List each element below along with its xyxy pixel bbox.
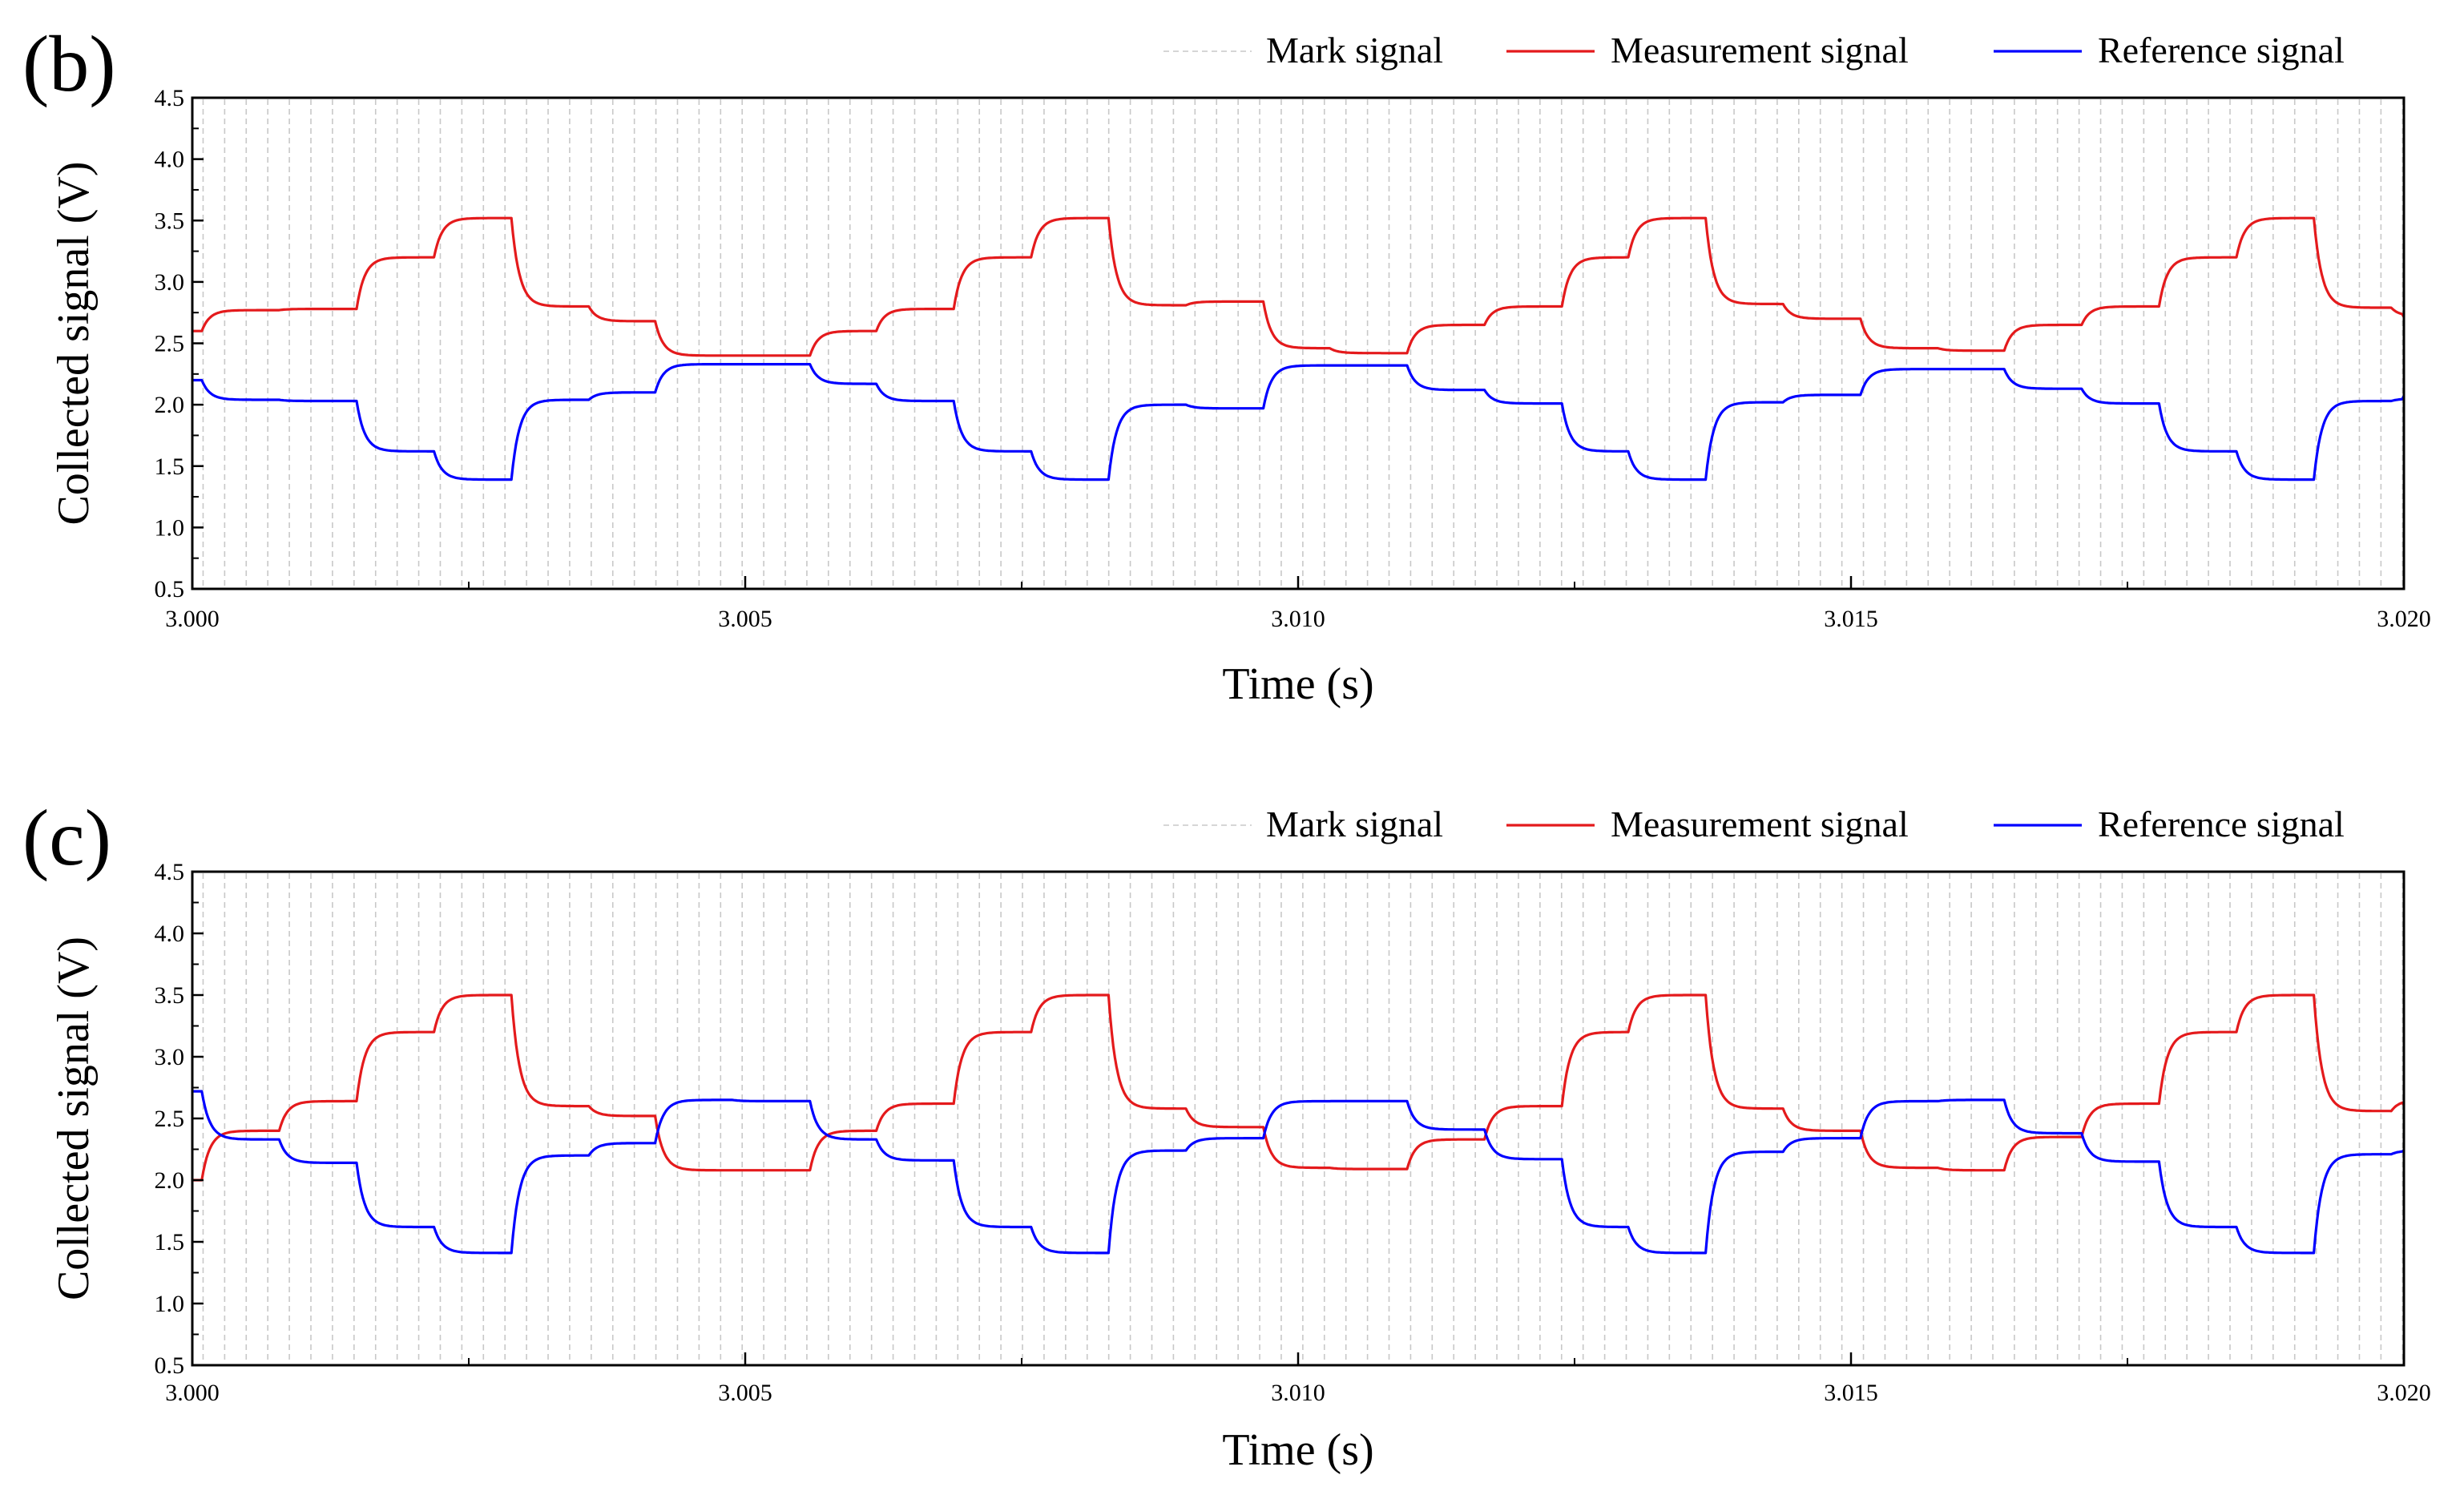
y-tick-label: 4.5: [155, 85, 185, 111]
y-tick-label: 3.5: [155, 982, 185, 1009]
panel-label: (c): [22, 793, 111, 882]
chart-panel-c: (c) 0.5 1.0 1.5 2.0 2.5 3.0 3.5 4.0 4.5 3.000 3.00…: [0, 774, 2464, 1495]
y-tick-label: 2.5: [155, 331, 185, 357]
plot-frame: [191, 870, 2406, 1367]
y-tick-label: 3.0: [155, 1044, 185, 1070]
legend: Mark signal Measurement signal Reference s…: [1163, 30, 2345, 71]
x-tick-label: 3.000: [165, 606, 220, 632]
x-tick-label: 3.015: [1824, 1380, 1878, 1406]
reference-signal-line: [192, 363, 2406, 482]
y-tick-label: 3.0: [155, 269, 185, 296]
x-axis-title: Time (s): [1222, 1425, 1373, 1475]
chart-b-svg: 0.5 1.0 1.5 2.0 2.5 3.0 3.5 4.0 4.5 3.000 3.005 3.0…: [49, 30, 2431, 709]
x-tick-label: 3.020: [2377, 1380, 2431, 1406]
y-tick-label: 0.5: [155, 576, 185, 602]
legend-label-mark-signal: Mark signal: [1266, 30, 1443, 71]
y-tick-label: 4.0: [155, 147, 185, 173]
y-tick-label: 4.0: [155, 921, 185, 947]
x-tick-label: 3.000: [165, 1380, 220, 1406]
legend-label-measurement-signal: Measurement signal: [1611, 804, 1909, 844]
legend-label-reference-signal: Reference signal: [2098, 30, 2345, 71]
x-tick-label: 3.005: [718, 1380, 772, 1406]
x-tick-label: 3.010: [1271, 1380, 1325, 1406]
measurement-signal-line: [192, 216, 2406, 357]
chart-panel-b: (b) 0.5 1.0 1.5 2.0 2.5 3.0 3.5 4.0 4.5 3.000 3.00…: [0, 0, 2464, 745]
y-tick-label: 4.5: [155, 859, 185, 885]
x-tick-label: 3.010: [1271, 606, 1325, 632]
y-tick-label: 1.0: [155, 514, 185, 541]
legend-label-mark-signal: Mark signal: [1266, 804, 1443, 844]
y-tick-label: 2.0: [155, 392, 185, 418]
x-tick-label: 3.005: [718, 606, 772, 632]
x-tick-label: 3.020: [2377, 606, 2431, 632]
measurement-signal-line: [192, 993, 2406, 1182]
y-tick-label: 3.5: [155, 208, 185, 234]
plot-frame: [191, 96, 2406, 590]
chart-c-svg: 0.5 1.0 1.5 2.0 2.5 3.0 3.5 4.0 4.5 3.000 3.005 3.0…: [49, 804, 2431, 1475]
legend-label-measurement-signal: Measurement signal: [1611, 30, 1909, 71]
y-tick-label: 1.5: [155, 1229, 185, 1255]
y-axis-title: Collected signal (V): [49, 161, 99, 525]
mark-signal-lines: [202, 873, 2404, 1364]
y-tick-label: 1.5: [155, 453, 185, 480]
y-tick-label: 1.0: [155, 1291, 185, 1317]
x-axis-title: Time (s): [1222, 659, 1373, 709]
y-tick-label: 2.5: [155, 1106, 185, 1132]
panel-label: (b): [22, 19, 116, 108]
legend: Mark signal Measurement signal Reference s…: [1163, 804, 2345, 844]
reference-signal-line: [192, 1090, 2405, 1255]
legend-label-reference-signal: Reference signal: [2098, 804, 2345, 844]
y-axis-title: Collected signal (V): [49, 937, 99, 1300]
mark-signal-lines: [202, 99, 2404, 587]
y-tick-label: 0.5: [155, 1352, 185, 1379]
x-tick-label: 3.015: [1824, 606, 1878, 632]
y-tick-label: 2.0: [155, 1167, 185, 1194]
